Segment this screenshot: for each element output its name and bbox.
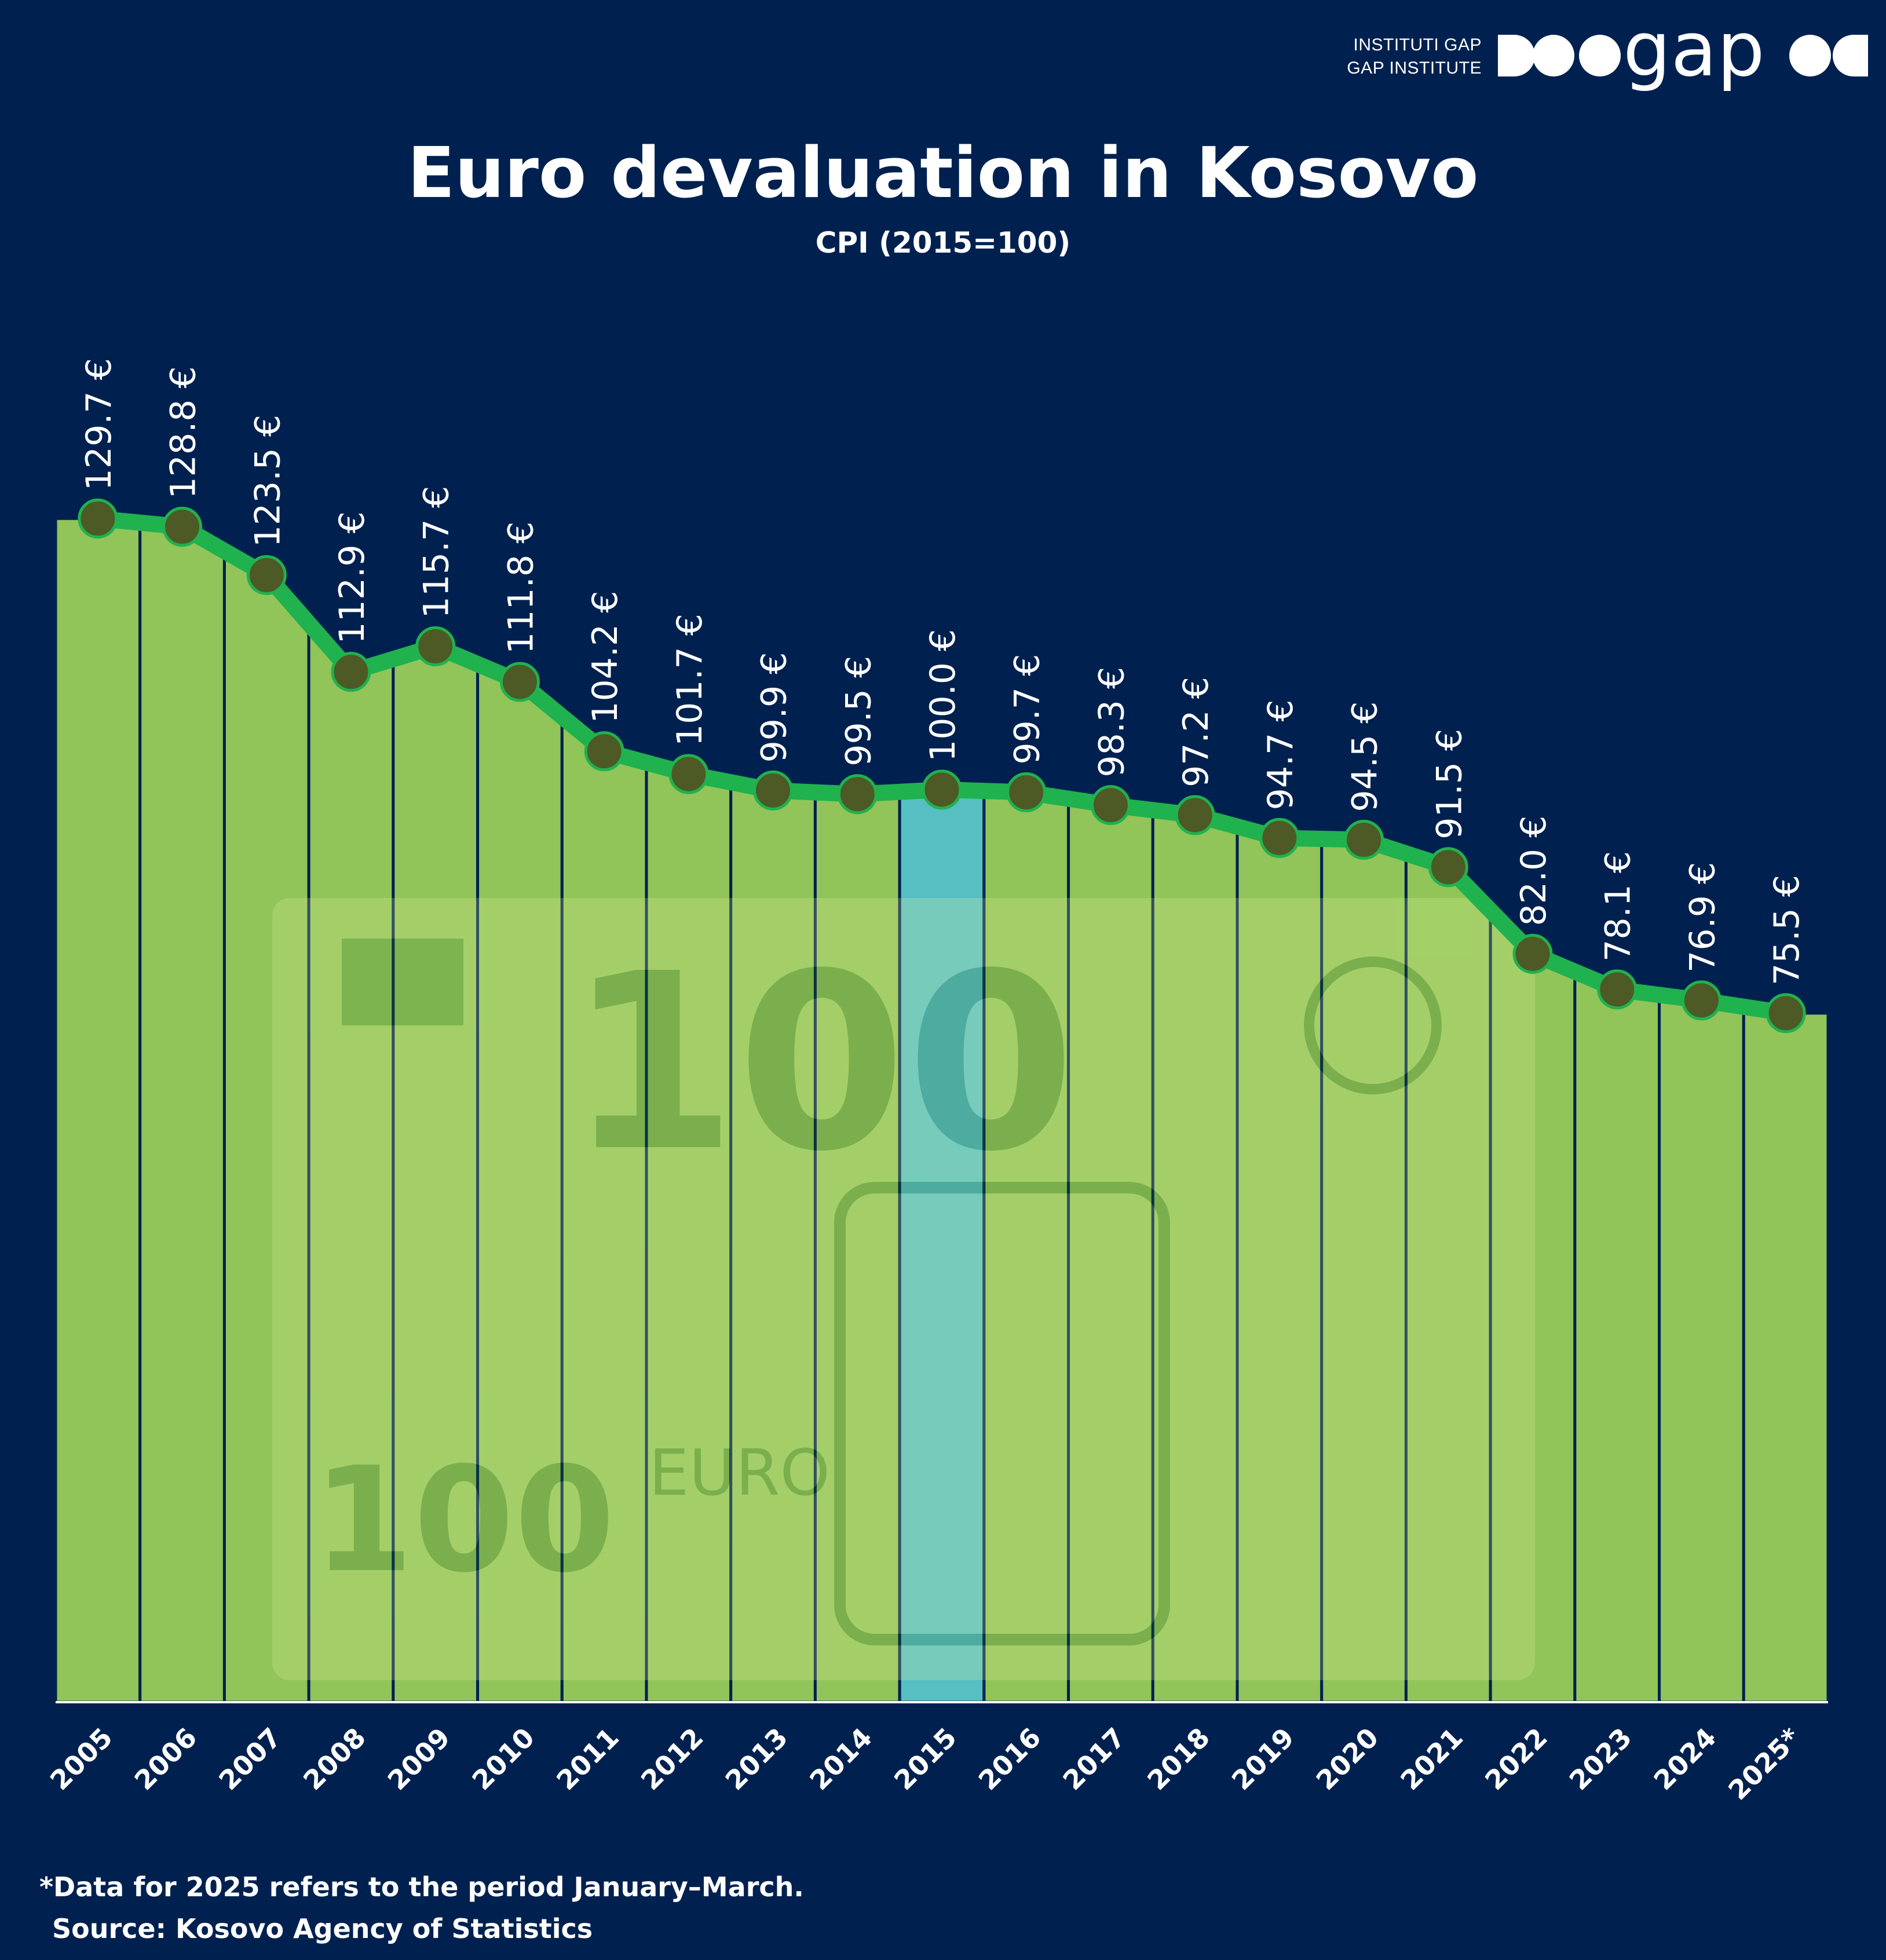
- data-point-2005: [78, 498, 118, 539]
- value-label-2014: 99.5 €: [838, 656, 879, 767]
- value-label-2011: 104.2 €: [585, 591, 626, 724]
- svg-text:EURO: EURO: [649, 1436, 830, 1510]
- value-label-2006: 128.8 €: [163, 366, 204, 499]
- value-label-2008: 112.9 €: [332, 512, 372, 644]
- data-point-2018: [1175, 795, 1215, 835]
- x-tick-label-2016: 2016: [973, 1722, 1047, 1797]
- x-tick-label-2022: 2022: [1479, 1722, 1554, 1797]
- x-tick-label-2013: 2013: [719, 1722, 794, 1797]
- x-tick-label-2005: 2005: [44, 1722, 119, 1797]
- value-label-2013: 99.9 €: [754, 652, 795, 763]
- value-label-2019: 94.7 €: [1260, 699, 1301, 810]
- value-label-2024: 76.9 €: [1682, 862, 1723, 973]
- x-tick-label-2010: 2010: [466, 1722, 540, 1797]
- value-label-2016: 99.7 €: [1007, 654, 1048, 765]
- x-tick-label-2011: 2011: [550, 1722, 625, 1797]
- value-label-2007: 123.5 €: [247, 415, 288, 548]
- value-label-2021: 91.5 €: [1429, 729, 1470, 840]
- data-point-2009: [415, 626, 456, 667]
- data-point-2006: [162, 506, 203, 547]
- x-tick-label-2006: 2006: [129, 1722, 203, 1797]
- value-label-2017: 98.3 €: [1091, 667, 1132, 778]
- data-point-2015: [922, 769, 962, 810]
- x-tick-label-2015: 2015: [888, 1722, 963, 1797]
- x-tick-label-2017: 2017: [1057, 1722, 1131, 1797]
- footnote: *Data for 2025 refers to the period Janu…: [39, 1871, 804, 1903]
- x-tick-label-2023: 2023: [1563, 1722, 1638, 1797]
- value-label-2020: 94.5 €: [1345, 702, 1386, 812]
- value-label-2005: 129.7 €: [79, 358, 119, 491]
- area-bar-2025: [1742, 1005, 1830, 1704]
- svg-text:100: 100: [568, 922, 1076, 1205]
- x-tick-label-2012: 2012: [635, 1722, 710, 1797]
- data-point-2014: [837, 774, 878, 815]
- x-tick-label-2024: 2024: [1647, 1722, 1722, 1797]
- value-label-2022: 82.0 €: [1514, 816, 1554, 926]
- data-point-2022: [1512, 933, 1553, 974]
- gap-institute-logo: INSTITUTI GAP GAP INSTITUTE gap: [1332, 23, 1871, 98]
- value-label-2015: 100.0 €: [923, 629, 963, 762]
- area-bar-2023: [1573, 969, 1661, 1704]
- data-point-2016: [1006, 772, 1047, 813]
- logo-org-name-albanian: INSTITUTI GAP: [1353, 35, 1482, 54]
- data-point-2012: [668, 754, 709, 794]
- data-point-2023: [1597, 969, 1638, 1010]
- x-tick-label-2014: 2014: [803, 1722, 878, 1797]
- logo-word: gap: [1623, 23, 1765, 93]
- source-note: Source: Kosovo Agency of Statistics: [52, 1913, 593, 1944]
- banknote-watermark: 100 100 EURO: [272, 898, 1535, 1680]
- x-tick-label-2019: 2019: [1226, 1722, 1300, 1797]
- x-tick-label-2007: 2007: [213, 1722, 287, 1797]
- data-point-2025: [1766, 993, 1806, 1034]
- page-title: Euro devaluation in Kosovo: [407, 133, 1479, 214]
- area-bar-2006: [138, 521, 226, 1704]
- x-tick-label-2025: 2025*: [1722, 1722, 1807, 1806]
- data-point-2019: [1259, 817, 1300, 858]
- data-point-2013: [753, 770, 794, 811]
- data-point-2020: [1344, 819, 1384, 860]
- value-label-2025: 75.5 €: [1767, 875, 1807, 986]
- area-bar-2024: [1658, 993, 1745, 1704]
- page-subtitle: CPI (2015=100): [815, 226, 1071, 260]
- x-tick-label-2008: 2008: [297, 1722, 372, 1797]
- data-point-2007: [246, 555, 287, 596]
- logo-mark-icon: gap: [1498, 23, 1868, 93]
- svg-text:100: 100: [313, 1436, 615, 1604]
- x-tick-label-2018: 2018: [1141, 1722, 1216, 1797]
- area-bar-2005: [54, 517, 142, 1704]
- value-label-2018: 97.2 €: [1176, 677, 1216, 787]
- value-label-2012: 101.7 €: [670, 614, 710, 746]
- data-point-2010: [499, 662, 540, 702]
- logo-org-name-english: GAP INSTITUTE: [1347, 59, 1482, 78]
- logo-text: INSTITUTI GAP GAP INSTITUTE: [1332, 34, 1482, 80]
- data-point-2008: [331, 652, 371, 692]
- value-label-2009: 115.7 €: [416, 486, 457, 619]
- value-label-2010: 111.8 €: [500, 521, 541, 654]
- data-point-2024: [1681, 980, 1721, 1021]
- data-point-2017: [1090, 785, 1131, 826]
- data-point-2011: [584, 731, 624, 772]
- value-label-2023: 78.1 €: [1598, 851, 1639, 962]
- x-tick-label-2009: 2009: [382, 1722, 456, 1797]
- x-tick-label-2020: 2020: [1310, 1722, 1385, 1797]
- x-tick-label-2021: 2021: [1394, 1722, 1469, 1797]
- data-point-2021: [1428, 847, 1468, 888]
